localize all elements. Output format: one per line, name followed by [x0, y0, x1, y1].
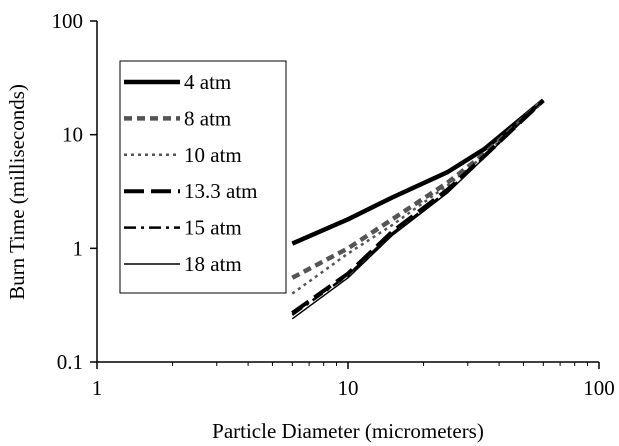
series-line-1: [291, 98, 545, 246]
series-line-3: [291, 99, 545, 295]
x-tick-label: 100: [583, 376, 615, 400]
ticks-layer: 1 10 100 0.1 1 10 100: [52, 9, 615, 400]
legend-label: 4 atm: [184, 70, 231, 94]
x-tick-label: 1: [92, 376, 103, 400]
legend-label: 13.3 atm: [184, 179, 258, 203]
y-tick-label: 0.1: [57, 350, 83, 374]
y-tick-label: 10: [62, 123, 83, 147]
legend-label: 10 atm: [184, 143, 242, 167]
series-layer: [291, 98, 545, 320]
x-tick-label: 10: [338, 376, 359, 400]
legend-label: 8 atm: [184, 106, 231, 130]
series-line-2: [291, 98, 545, 280]
legend-label: 15 atm: [184, 216, 242, 240]
y-tick-label: 1: [73, 236, 84, 260]
legend-label: 18 atm: [184, 252, 242, 276]
series-line-6: [291, 99, 544, 320]
legend-box: [119, 60, 287, 294]
x-axis-title: Particle Diameter (micrometers): [212, 419, 484, 443]
legend: 4 atm 8 atm 10 atm 13.3 atm 15 atm 18 atm: [119, 60, 287, 294]
series-line-5: [291, 99, 545, 316]
y-axis-title: Burn Time (milliseconds): [5, 84, 29, 300]
series-line-4: [291, 98, 545, 315]
y-tick-label: 100: [52, 9, 84, 33]
